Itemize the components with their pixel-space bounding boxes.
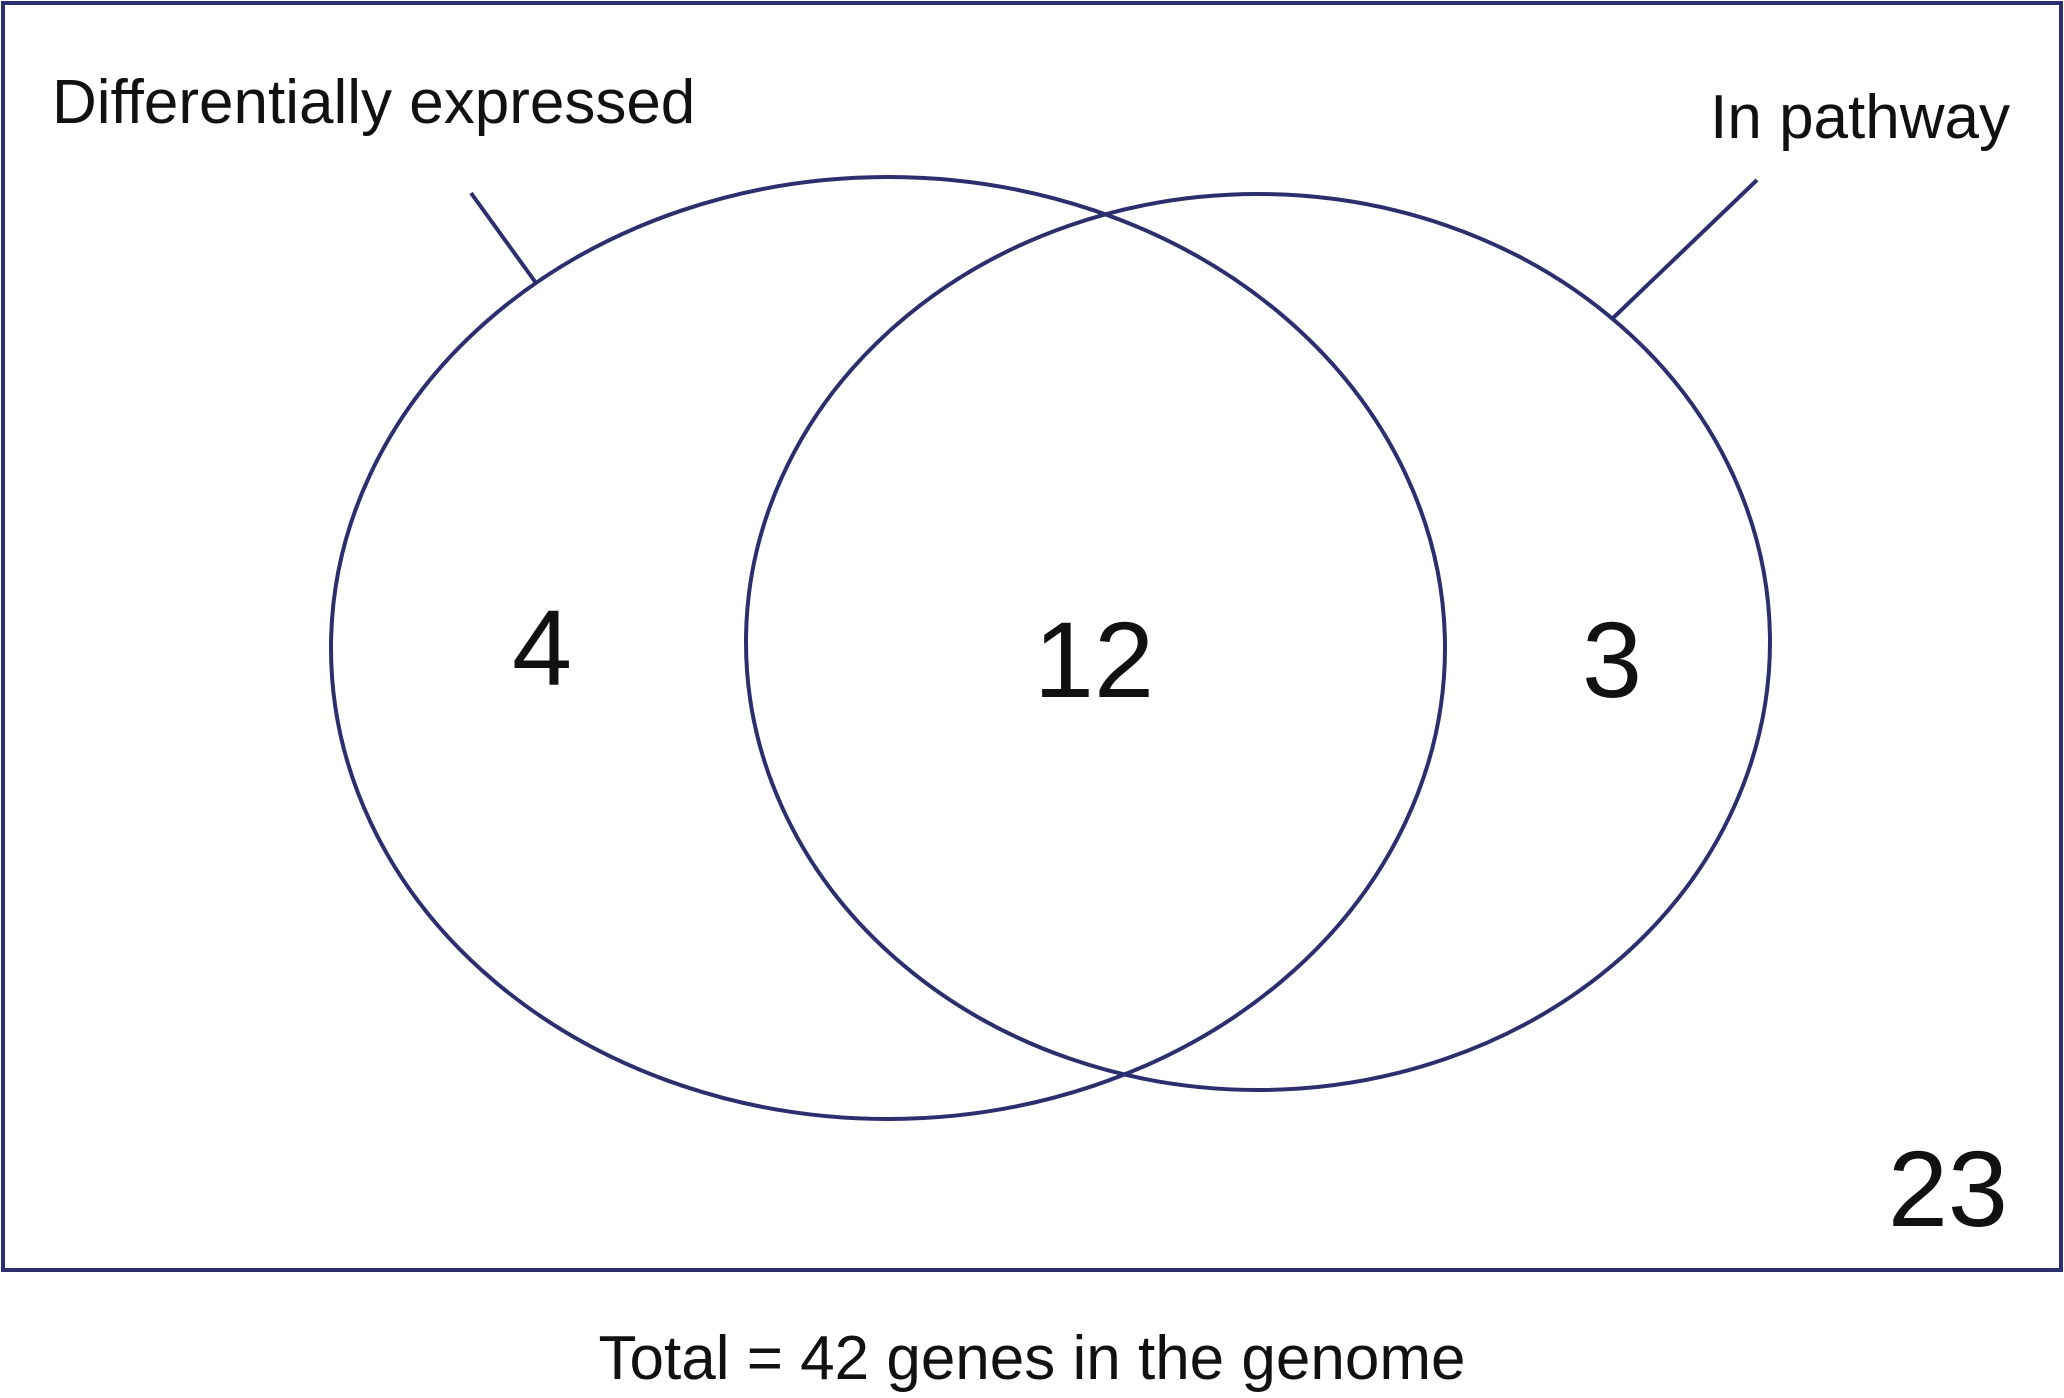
region-count-outside: 23 xyxy=(1888,1128,2008,1249)
set-ellipse-differentially-expressed xyxy=(329,175,1447,1121)
region-count-de-only: 4 xyxy=(512,587,572,708)
universe-box xyxy=(1,1,2063,1272)
set-ellipse-in-pathway xyxy=(744,192,1772,1092)
leader-line-differentially-expressed xyxy=(469,191,538,285)
region-count-pathway-only: 3 xyxy=(1582,599,1642,720)
set-label-differentially-expressed: Differentially expressed xyxy=(52,68,695,137)
set-label-in-pathway: In pathway xyxy=(1710,83,2010,152)
region-count-intersection: 12 xyxy=(1034,599,1154,720)
diagram-caption: Total = 42 genes in the genome xyxy=(599,1324,1466,1393)
leader-line-in-pathway xyxy=(1610,178,1759,321)
